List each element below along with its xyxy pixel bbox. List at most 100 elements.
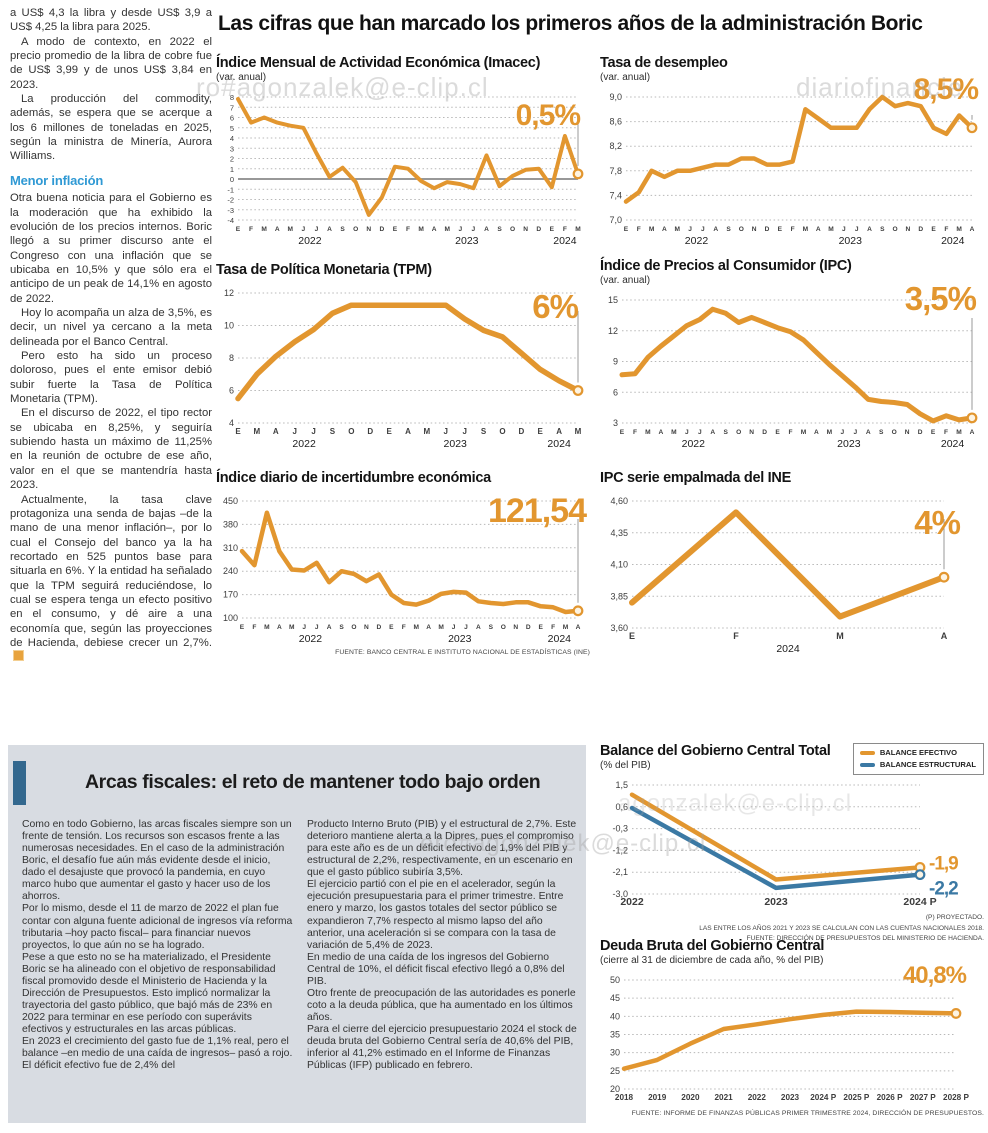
svg-text:8: 8: [230, 93, 234, 102]
source-note: FUENTE: INFORME DE FINANZAS PÚBLICAS PRI…: [631, 1110, 984, 1117]
svg-text:N: N: [752, 226, 757, 233]
svg-text:3,85: 3,85: [610, 591, 628, 601]
fiscal-paragraph: Otro frente de preocupación de las autor…: [307, 987, 576, 1023]
svg-text:A: A: [816, 226, 821, 233]
highlight-value: 0,5%: [515, 99, 581, 132]
chart-title: Deuda Bruta del Gobierno Central: [600, 938, 825, 954]
svg-text:A: A: [327, 624, 332, 631]
end-point-marker: [966, 412, 978, 424]
svg-text:S: S: [726, 226, 731, 233]
svg-text:380: 380: [223, 519, 238, 529]
svg-text:E: E: [538, 624, 543, 631]
article-bottom-paragraphs: Otra buena noticia para el Gobierno es l…: [10, 191, 212, 665]
highlight-value: 8,5%: [913, 73, 979, 106]
svg-text:A: A: [405, 427, 411, 436]
svg-text:F: F: [249, 226, 253, 233]
ipc-empalmada-series-line: [629, 509, 947, 620]
end-point-marker: [572, 168, 584, 180]
headline-accent-bar: [13, 761, 26, 805]
svg-text:E: E: [778, 226, 783, 233]
svg-text:O: O: [353, 226, 358, 233]
svg-text:A: A: [275, 226, 280, 233]
article-paragraph: Otra buena noticia para el Gobierno es l…: [10, 192, 212, 305]
footnote-line: (P) PROYECTADO.: [925, 914, 984, 921]
incertidumbre-series-line: [239, 510, 581, 615]
svg-text:-2: -2: [227, 196, 234, 205]
svg-text:M: M: [418, 226, 424, 233]
svg-text:2022: 2022: [299, 633, 323, 645]
svg-text:-2,1: -2,1: [612, 867, 628, 877]
end-point-marker: [572, 385, 584, 396]
svg-text:J: J: [698, 429, 702, 436]
svg-text:A: A: [476, 624, 481, 631]
svg-text:A: A: [970, 429, 975, 436]
svg-text:J: J: [688, 226, 692, 233]
svg-text:J: J: [444, 427, 448, 436]
balance-series-line: [629, 792, 923, 882]
svg-text:35: 35: [610, 1030, 620, 1040]
end-point-marker: [950, 1008, 962, 1019]
svg-text:M: M: [803, 226, 809, 233]
article-end-marker-icon: [13, 650, 24, 662]
end-point-label: -2,2: [929, 879, 958, 900]
svg-text:M: M: [288, 226, 294, 233]
balance-series-line: [629, 805, 923, 891]
svg-text:O: O: [736, 429, 741, 436]
chart-plot-area: 1,5 0,6 -0,3 -1,2 -2,1 -3,0 2022 2023 2024 P -1,9…: [600, 779, 984, 911]
svg-text:2027 P: 2027 P: [910, 1093, 936, 1102]
article-subhead: Menor inflación: [10, 172, 104, 188]
svg-text:3,60: 3,60: [610, 623, 628, 633]
chart-title: Tasa de Política Monetaria (TPM): [216, 262, 432, 278]
imacec-chart: Índice Mensual de Actividad Económica (I…: [216, 55, 590, 247]
legend-label: BALANCE EFECTIVO: [879, 748, 958, 757]
svg-text:M: M: [575, 427, 582, 436]
svg-text:O: O: [351, 624, 356, 631]
end-point-marker: [914, 869, 926, 881]
chart-subtitle: (var. anual): [216, 72, 267, 83]
svg-text:D: D: [918, 429, 923, 436]
svg-text:J: J: [458, 226, 462, 233]
svg-text:3: 3: [230, 144, 234, 153]
ipc-empalmada-chart: IPC serie empalmada del INE 4% 4,60 4,35 4…: [600, 470, 984, 655]
svg-text:M: M: [289, 624, 295, 631]
svg-text:A: A: [659, 429, 664, 436]
chart-subtitle: (var. anual): [600, 275, 651, 286]
svg-text:F: F: [252, 624, 256, 631]
svg-text:S: S: [481, 427, 487, 436]
desempleo-series-line: [623, 94, 975, 204]
svg-text:A: A: [970, 226, 975, 233]
svg-text:12: 12: [608, 326, 618, 336]
svg-text:2023: 2023: [781, 1093, 800, 1102]
svg-text:E: E: [620, 429, 625, 436]
svg-text:F: F: [944, 226, 948, 233]
highlight-value: 3,5%: [904, 280, 977, 317]
end-point-marker: [938, 571, 950, 583]
svg-text:2022: 2022: [748, 1093, 767, 1102]
svg-text:2018: 2018: [615, 1093, 634, 1102]
svg-text:O: O: [499, 427, 505, 436]
svg-text:2024: 2024: [553, 235, 577, 247]
chart-plot-area: 50 45 40 35 30 25 20 2018 2019 2020 2021 2022 2023 20…: [600, 974, 984, 1106]
highlight-value: 40,8%: [902, 962, 967, 989]
svg-text:M: M: [801, 429, 807, 436]
svg-text:2024 P: 2024 P: [903, 896, 936, 908]
ipc-series-line: [619, 306, 975, 424]
chart-plot-area: 9,0 8,6 8,2 7,8 7,4 7,0 E F M A M J J A S O N D E F M A M J J A S O…: [600, 91, 984, 247]
svg-text:6: 6: [230, 114, 234, 123]
svg-text:M: M: [438, 624, 444, 631]
svg-text:O: O: [501, 624, 506, 631]
svg-text:F: F: [789, 429, 793, 436]
deuda-chart: Deuda Bruta del Gobierno Central (cierre…: [600, 938, 984, 1106]
svg-text:M: M: [264, 624, 270, 631]
svg-text:E: E: [236, 226, 241, 233]
svg-text:J: J: [853, 429, 857, 436]
footnote-line: FUENTE: DIRECCIÓN DE PRESUPUESTOS DEL MI…: [746, 935, 984, 943]
imacec-series-line: [236, 97, 580, 217]
chart-plot-area: 450 380 310 240 170 100 E F M A M J J A S O N D E F M A M J J A S O…: [216, 495, 590, 645]
svg-text:15: 15: [608, 295, 618, 305]
svg-text:N: N: [905, 429, 910, 436]
svg-text:M: M: [563, 624, 569, 631]
svg-text:F: F: [944, 429, 948, 436]
